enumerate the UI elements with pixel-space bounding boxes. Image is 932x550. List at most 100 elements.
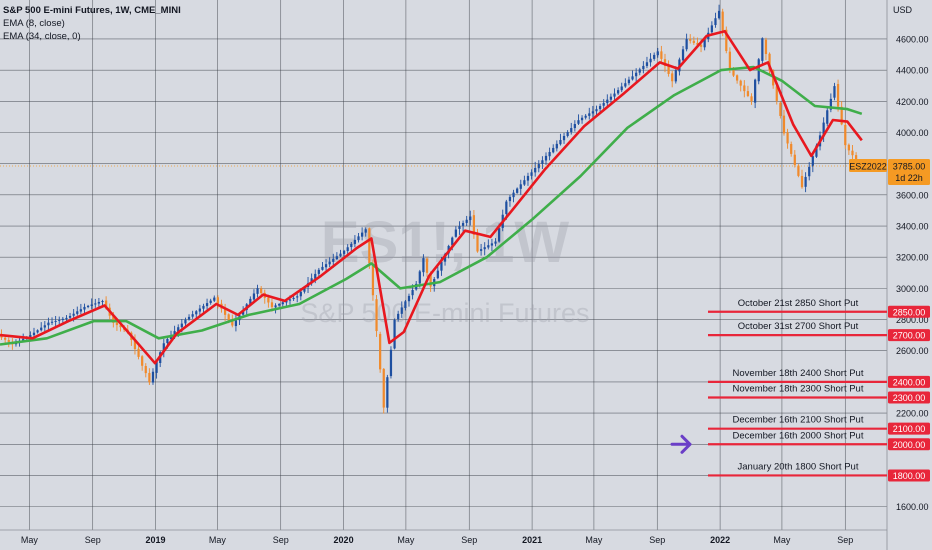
candle-up: [209, 300, 212, 303]
candle-up: [483, 247, 486, 250]
candle-up: [256, 288, 259, 294]
currency-label: USD: [893, 5, 913, 15]
candle-up: [645, 62, 649, 66]
ema-8-line[interactable]: [0, 29, 863, 365]
candle-up: [826, 110, 829, 124]
candle-down: [692, 40, 695, 43]
candle-up: [656, 51, 659, 56]
candle-up: [537, 164, 540, 169]
candle-down: [223, 308, 227, 315]
candle-up: [58, 319, 61, 321]
candle-down: [786, 132, 789, 144]
candle-up: [195, 311, 198, 315]
candle-up: [350, 243, 353, 248]
candle-up: [68, 315, 72, 318]
candle-up: [631, 76, 634, 80]
candle-up: [86, 305, 90, 308]
time-tick-label: 2022: [710, 535, 730, 545]
candle-up: [548, 152, 551, 157]
candle-up: [829, 98, 832, 110]
candle-down: [782, 115, 786, 134]
candle-up: [642, 65, 645, 70]
candle-up: [440, 261, 443, 271]
legend-title[interactable]: S&P 500 E-mini Futures, 1W, CME_MINI: [3, 5, 181, 16]
candle-down: [699, 44, 703, 47]
candle-up: [714, 18, 717, 26]
candle-down: [779, 102, 782, 116]
candle-up: [299, 291, 302, 297]
candle-up: [808, 166, 811, 177]
candle-up: [386, 377, 389, 408]
legend-ema-slow[interactable]: EMA (34, close, 0): [3, 31, 81, 42]
candle-up: [292, 297, 295, 300]
candle-down: [725, 29, 728, 51]
candle-up: [22, 338, 25, 341]
candle-up: [465, 219, 468, 223]
candle-up: [364, 229, 367, 233]
short-put-label: November 18th 2400 Short Put: [733, 368, 864, 379]
candle-down: [133, 339, 137, 350]
candle-up: [94, 303, 97, 305]
legend-ema-fast[interactable]: EMA (8, close): [3, 18, 65, 29]
last-price-tag: [888, 159, 930, 186]
candle-up: [303, 287, 306, 292]
candle-up: [508, 196, 512, 202]
price-tag-level: [888, 422, 930, 435]
candle-down: [663, 59, 667, 67]
ema-34-line[interactable]: [0, 65, 863, 346]
candle-down: [671, 73, 674, 82]
candle-up: [451, 237, 454, 246]
candle-up: [512, 192, 515, 198]
candle-up: [400, 307, 403, 314]
time-tick-label: Sep: [649, 535, 665, 545]
candle-up: [249, 298, 252, 305]
candle-up: [811, 156, 814, 167]
candle-up: [321, 266, 324, 270]
time-tick-label: 2019: [146, 535, 166, 545]
candle-up: [761, 38, 764, 61]
candle-up: [580, 117, 584, 121]
candle-down: [732, 69, 735, 76]
price-tick-label: 2600.00: [896, 346, 929, 356]
candle-up: [833, 86, 836, 98]
symbol-tag-text: ESZ2022: [849, 162, 887, 172]
candle-down: [104, 300, 108, 309]
right-arrow-icon: [670, 434, 692, 454]
candle-up: [717, 10, 721, 19]
price-tick-label: 2200.00: [896, 409, 929, 419]
candle-down: [115, 322, 119, 326]
candle-down: [148, 372, 151, 383]
candle-up: [285, 300, 288, 303]
candle-up: [815, 145, 818, 157]
candle-up: [674, 70, 677, 82]
price-tag-level: [888, 305, 930, 318]
candle-down: [721, 11, 724, 31]
candle-up: [494, 241, 497, 244]
candle-up: [317, 269, 320, 274]
candle-up: [324, 264, 328, 268]
candle-up: [342, 250, 346, 254]
candle-down: [836, 83, 840, 107]
price-tick-label: 1600.00: [896, 502, 929, 512]
candle-up: [389, 349, 393, 377]
candle-down: [267, 297, 270, 303]
candle-up: [314, 273, 317, 279]
candle-down: [112, 315, 115, 323]
candle-up: [570, 128, 573, 133]
candle-down: [800, 175, 804, 188]
candle-up: [191, 314, 194, 317]
price-tag-level: [888, 438, 930, 451]
candle-up: [490, 243, 494, 246]
candle-up: [328, 261, 331, 265]
price-tick-label: 4600.00: [896, 34, 929, 44]
candle-up: [407, 295, 411, 302]
candle-up: [79, 309, 82, 312]
candle-up: [43, 325, 46, 328]
candle-up: [649, 58, 652, 63]
price-tick-label: 2800.00: [896, 315, 929, 325]
watermark-name: S&P 500 E-mini Futures: [300, 298, 589, 328]
time-tick-label: 2020: [334, 535, 354, 545]
candle-down: [216, 297, 220, 304]
candle-up: [335, 256, 338, 260]
